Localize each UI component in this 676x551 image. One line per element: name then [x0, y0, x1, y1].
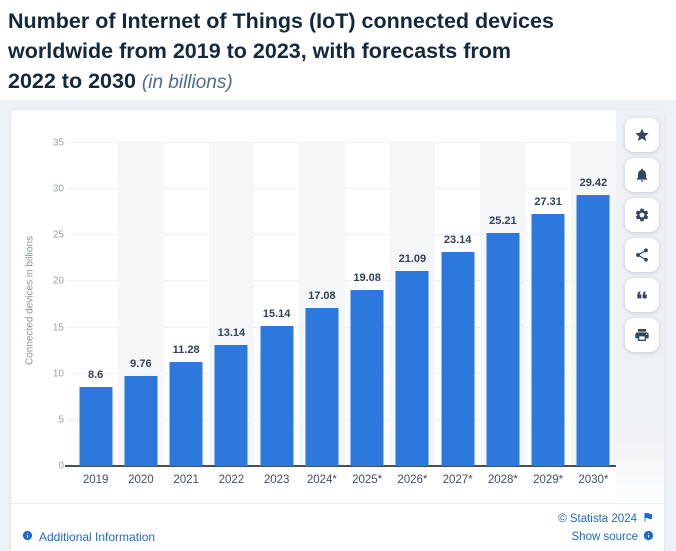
- copyright-label: © Statista 2024: [558, 512, 637, 525]
- star-icon: [635, 128, 649, 141]
- favorite-button[interactable]: [625, 118, 659, 152]
- info-icon: [643, 530, 654, 544]
- x-tick-label: 2019: [82, 474, 109, 486]
- bar-slot: 15.14: [254, 143, 299, 466]
- title-line-3-text: 2022 to 2030: [8, 69, 136, 93]
- bar-value-label: 19.08: [353, 271, 381, 284]
- bar-value-label: 8.6: [87, 368, 104, 381]
- bar-2023[interactable]: [260, 326, 294, 466]
- additional-information-label: Additional Information: [39, 530, 156, 544]
- bar-slot: 21.09: [390, 143, 435, 466]
- x-tick-label: 2028*: [487, 474, 518, 486]
- show-source-label: Show source: [571, 531, 638, 543]
- flag-icon: [642, 511, 654, 526]
- bar-value-label: 27.31: [534, 195, 562, 208]
- bar-slot: 29.42: [571, 143, 616, 466]
- x-tick-label: 2026*: [397, 474, 428, 486]
- bell-icon: [636, 168, 648, 182]
- bar-slot: 27.31: [526, 143, 571, 466]
- print-button[interactable]: [625, 318, 659, 352]
- x-tick-label: 2020: [128, 474, 154, 486]
- x-axis-line: [65, 465, 616, 467]
- bar-value-label: 23.14: [443, 234, 472, 247]
- title-line-1: Number of Internet of Things (IoT) conne…: [8, 9, 554, 33]
- x-tick-label: 2030*: [578, 474, 609, 486]
- bar-2027*[interactable]: [441, 252, 475, 466]
- bar-value-label: 13.14: [217, 326, 246, 339]
- page-title: Number of Internet of Things (IoT) conne…: [8, 6, 664, 98]
- share-button[interactable]: [625, 238, 659, 272]
- x-tick-label: 2027*: [442, 474, 473, 486]
- x-tick-label: 2024*: [306, 474, 337, 486]
- chart-header: Number of Internet of Things (IoT) conne…: [0, 0, 676, 100]
- bar-2021[interactable]: [169, 361, 203, 466]
- bar-value-label: 17.08: [308, 290, 336, 303]
- y-tick-label: 10: [52, 368, 64, 380]
- bar-value-label: 25.21: [489, 215, 517, 228]
- bar-2020[interactable]: [124, 375, 158, 466]
- source-block: © Statista 2024 Show source: [558, 511, 654, 544]
- y-tick-label: 15: [52, 322, 64, 334]
- x-tick-label: 2021: [173, 474, 199, 486]
- chart-card: Connected devices in billions 0 5 10 15 20 25…: [11, 110, 664, 551]
- x-tick-label: 2022: [218, 474, 245, 486]
- bar-2025*[interactable]: [350, 289, 384, 466]
- bar-value-label: 9.76: [130, 357, 152, 370]
- bar-value-label: 15.14: [262, 308, 291, 321]
- y-tick-label: 30: [52, 183, 64, 195]
- bar-2022[interactable]: [214, 344, 248, 466]
- y-tick-label: 5: [58, 414, 64, 426]
- bar-slot: 11.28: [164, 143, 209, 466]
- info-icon: [22, 530, 33, 544]
- share-icon: [636, 248, 648, 262]
- toolbar-buttons: [616, 110, 664, 352]
- title-unit-subtitle: (in billions): [141, 72, 233, 93]
- bar-slot: 8.6: [73, 143, 118, 466]
- y-tick-label: 20: [52, 275, 64, 287]
- cite-button[interactable]: [625, 278, 659, 312]
- bar-slot: 17.08: [299, 143, 344, 466]
- chart-section: Connected devices in billions 0 5 10 15 20 25…: [0, 100, 676, 551]
- title-line-3: 2022 to 2030 (in billions): [8, 66, 664, 98]
- bar-value-label: 11.28: [172, 343, 200, 356]
- show-source-link[interactable]: Show source: [572, 530, 654, 544]
- additional-information-link[interactable]: Additional Information: [22, 530, 155, 544]
- bar-slot: 23.14: [435, 143, 480, 466]
- x-tick-label: 2023: [263, 474, 290, 486]
- bar-2019[interactable]: [79, 386, 113, 466]
- bar-2029*[interactable]: [531, 213, 565, 466]
- x-tick-label: 2025*: [352, 474, 383, 486]
- alerts-button[interactable]: [625, 158, 659, 192]
- y-tick-label: 0: [58, 460, 64, 472]
- gridline: [67, 142, 616, 143]
- bar-slot: 19.08: [345, 143, 390, 466]
- bar-slot: 25.21: [480, 143, 525, 466]
- bar-2024*[interactable]: [305, 308, 339, 466]
- settings-button[interactable]: [625, 198, 659, 232]
- bar-slot: 9.76: [118, 143, 163, 466]
- y-tick-label: 35: [52, 137, 64, 149]
- x-axis-labels: 2019 2020 2021 2022 2023 2024* 2025* 2026* 2027*…: [73, 474, 616, 486]
- gear-icon: [635, 208, 649, 222]
- bar-2026*[interactable]: [395, 271, 429, 466]
- copyright-link[interactable]: © Statista 2024: [558, 511, 654, 526]
- bar-value-label: 21.09: [398, 253, 427, 266]
- card-footer: Additional Information © Statista 2024 S…: [11, 503, 664, 551]
- x-tick-label: 2029*: [533, 474, 564, 486]
- bar-slot: 13.14: [209, 143, 254, 466]
- bar-2030*[interactable]: [576, 194, 610, 466]
- printer-icon: [635, 329, 649, 341]
- bar-value-label: 29.42: [579, 176, 608, 189]
- toolbar-rail: [616, 110, 664, 510]
- quote-icon: [637, 291, 647, 299]
- y-tick-label: 25: [52, 229, 64, 241]
- title-line-2: worldwide from 2019 to 2023, with foreca…: [8, 39, 512, 63]
- plot-area: 0 5 10 15 20 25 30 35 8.6 9.76 11.28 13.14 15.14 17.0…: [53, 138, 616, 472]
- y-axis-title: Connected devices in billions: [24, 236, 36, 365]
- bar-2028*[interactable]: [486, 233, 520, 466]
